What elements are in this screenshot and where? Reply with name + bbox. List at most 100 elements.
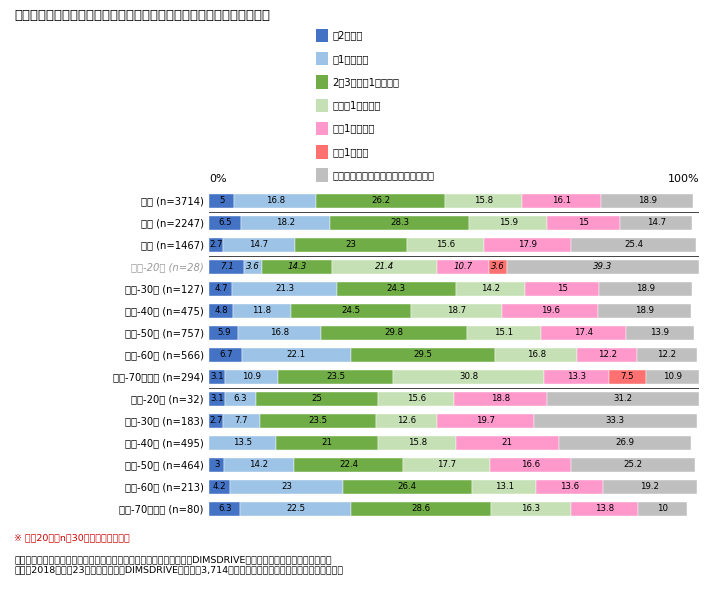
Text: 25: 25 <box>311 395 322 403</box>
Bar <box>223 414 261 428</box>
Bar <box>469 216 547 230</box>
Text: 2.7: 2.7 <box>209 241 223 250</box>
Bar <box>294 458 403 472</box>
Text: 年に1回くらい: 年に1回くらい <box>332 124 375 133</box>
Text: 男性 (n=2247): 男性 (n=2247) <box>141 218 204 228</box>
Text: 16.6: 16.6 <box>521 460 540 469</box>
Text: 男性-30代 (n=127): 男性-30代 (n=127) <box>125 284 204 294</box>
Text: 18.9: 18.9 <box>635 285 655 294</box>
Bar <box>646 370 699 384</box>
Text: 15.6: 15.6 <box>436 241 455 250</box>
Text: 18.9: 18.9 <box>638 196 657 206</box>
Bar <box>330 216 469 230</box>
Bar <box>343 480 472 494</box>
Bar <box>209 370 224 384</box>
Bar <box>337 282 456 296</box>
Text: 13.1: 13.1 <box>495 482 514 491</box>
Bar <box>393 370 544 384</box>
Bar <box>411 304 503 318</box>
Bar <box>536 480 603 494</box>
Text: 3.1: 3.1 <box>210 373 224 381</box>
Text: 11.8: 11.8 <box>252 307 271 315</box>
Text: 16.8: 16.8 <box>270 329 289 337</box>
Bar <box>209 282 232 296</box>
Bar <box>534 414 697 428</box>
Text: 33.3: 33.3 <box>606 416 625 425</box>
Bar <box>316 194 444 208</box>
Text: 15.6: 15.6 <box>407 395 426 403</box>
Bar <box>408 238 484 252</box>
Text: 女性-60代 (n=213): 女性-60代 (n=213) <box>125 482 204 492</box>
Text: 男性-70代以上 (n=294): 男性-70代以上 (n=294) <box>113 372 204 382</box>
Text: 23.5: 23.5 <box>326 373 345 381</box>
Text: 25.4: 25.4 <box>624 241 643 250</box>
Bar <box>291 304 411 318</box>
Bar <box>599 304 691 318</box>
Text: 男性-20代 (n=28): 男性-20代 (n=28) <box>131 262 204 272</box>
Bar <box>547 392 699 406</box>
Bar <box>278 370 393 384</box>
Text: 男性-50代 (n=757): 男性-50代 (n=757) <box>125 328 204 338</box>
Text: 18.2: 18.2 <box>276 218 295 228</box>
Bar <box>603 480 697 494</box>
Bar <box>378 436 456 450</box>
Text: 3.6: 3.6 <box>246 263 260 272</box>
Bar <box>626 326 694 340</box>
Text: 4.7: 4.7 <box>214 285 228 294</box>
Text: 24.5: 24.5 <box>342 307 361 315</box>
Text: 25.2: 25.2 <box>623 460 643 469</box>
Bar <box>209 238 223 252</box>
Bar <box>209 326 239 340</box>
Text: 5: 5 <box>219 196 224 206</box>
Text: 女性-20代 (n=32): 女性-20代 (n=32) <box>131 394 204 404</box>
Text: 22.4: 22.4 <box>339 460 358 469</box>
Text: 15.1: 15.1 <box>494 329 513 337</box>
Bar <box>466 326 540 340</box>
Text: 15: 15 <box>578 218 589 228</box>
Text: 23.5: 23.5 <box>308 416 327 425</box>
Bar <box>378 392 454 406</box>
Text: 19.2: 19.2 <box>640 482 660 491</box>
Text: 100%: 100% <box>667 174 699 184</box>
Text: 17.7: 17.7 <box>437 460 457 469</box>
Text: 15: 15 <box>557 285 568 294</box>
Text: 6.3: 6.3 <box>234 395 247 403</box>
Bar <box>572 458 695 472</box>
Bar <box>209 436 275 450</box>
Bar <box>239 326 321 340</box>
Bar <box>495 348 577 362</box>
Text: 39.3: 39.3 <box>594 263 613 272</box>
Bar <box>295 238 408 252</box>
Text: 女性 (n=1467): 女性 (n=1467) <box>141 240 204 250</box>
Text: 17.9: 17.9 <box>518 241 537 250</box>
Text: 14.7: 14.7 <box>249 241 268 250</box>
Bar <box>522 194 601 208</box>
Bar <box>275 436 378 450</box>
Text: 3.1: 3.1 <box>210 395 224 403</box>
Bar <box>638 502 687 516</box>
Bar <box>351 502 491 516</box>
Text: 19.7: 19.7 <box>476 416 495 425</box>
Bar <box>209 304 233 318</box>
Bar <box>261 414 376 428</box>
Bar <box>224 370 278 384</box>
Bar <box>507 260 699 274</box>
Bar <box>472 480 536 494</box>
Text: 0%: 0% <box>209 174 227 184</box>
Text: 全体 (n=3714): 全体 (n=3714) <box>141 196 204 206</box>
Bar <box>230 480 343 494</box>
Bar <box>484 238 572 252</box>
Bar <box>503 304 599 318</box>
Text: 18.7: 18.7 <box>447 307 466 315</box>
Bar <box>525 282 599 296</box>
Bar <box>256 392 378 406</box>
Text: 29.5: 29.5 <box>413 351 432 359</box>
Text: 13.3: 13.3 <box>567 373 586 381</box>
Text: 7.5: 7.5 <box>621 373 635 381</box>
Text: 16.8: 16.8 <box>527 351 546 359</box>
Bar <box>209 480 230 494</box>
Text: 16.1: 16.1 <box>552 196 571 206</box>
Bar <box>244 260 262 274</box>
Bar <box>209 414 223 428</box>
Bar <box>223 238 295 252</box>
